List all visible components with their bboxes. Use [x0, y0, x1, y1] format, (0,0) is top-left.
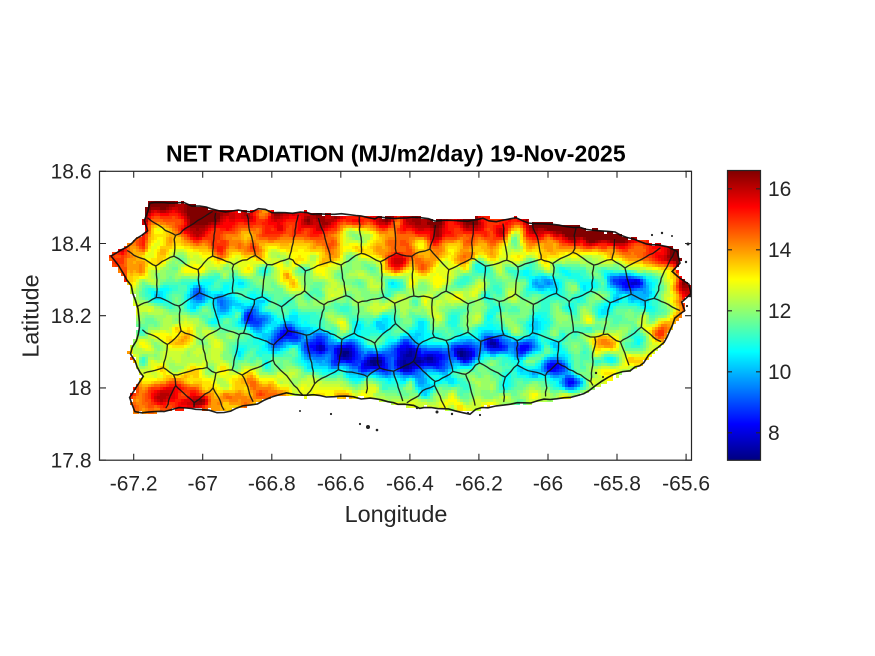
svg-text:-67: -67	[188, 473, 218, 496]
svg-text:17.8: 17.8	[51, 449, 92, 472]
svg-text:14: 14	[768, 239, 792, 262]
svg-text:8: 8	[768, 422, 780, 445]
svg-text:Latitude: Latitude	[18, 274, 44, 357]
svg-text:18.6: 18.6	[51, 161, 92, 184]
svg-text:Longitude: Longitude	[345, 501, 448, 527]
svg-text:-66.4: -66.4	[386, 473, 434, 496]
svg-text:-66.2: -66.2	[455, 473, 503, 496]
svg-text:12: 12	[768, 300, 791, 323]
svg-text:NET RADIATION (MJ/m2/day) 19-N: NET RADIATION (MJ/m2/day) 19-Nov-2025	[166, 141, 626, 167]
svg-text:16: 16	[768, 178, 791, 201]
svg-text:-66.8: -66.8	[248, 473, 296, 496]
svg-text:-65.6: -65.6	[662, 473, 710, 496]
svg-text:18.4: 18.4	[51, 233, 92, 256]
svg-text:10: 10	[768, 361, 791, 384]
svg-text:18.2: 18.2	[51, 305, 92, 328]
svg-text:-66: -66	[533, 473, 563, 496]
svg-text:-66.6: -66.6	[317, 473, 365, 496]
svg-text:-67.2: -67.2	[110, 473, 158, 496]
svg-text:18: 18	[68, 377, 91, 400]
svg-text:-65.8: -65.8	[593, 473, 641, 496]
